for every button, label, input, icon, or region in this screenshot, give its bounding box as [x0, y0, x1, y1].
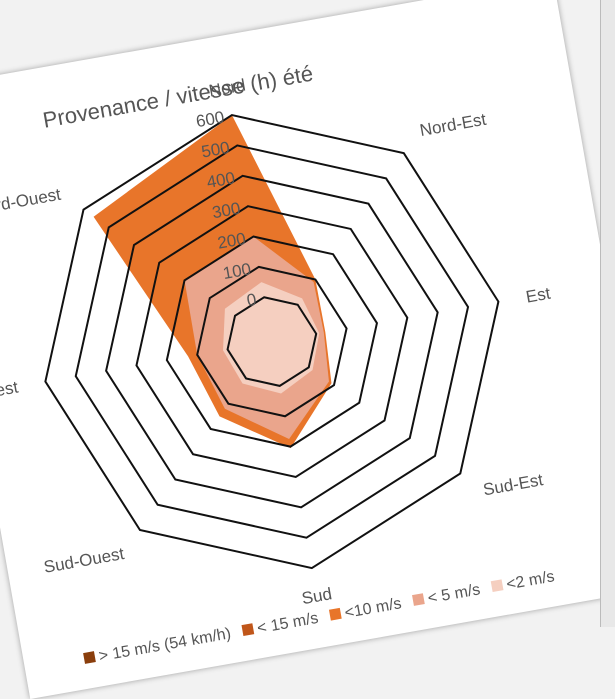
tick-layer: 0 100 200 300 400 500 600	[195, 108, 258, 311]
chart-title: Provenance / vitesse (h) été	[41, 61, 315, 133]
tick-label: 100	[221, 259, 252, 283]
category-label: Sud	[300, 584, 333, 608]
legend-label-2: <10 m/s	[343, 595, 402, 622]
legend-swatch-1	[241, 623, 255, 637]
category-label: Est	[524, 284, 552, 307]
legend-label-3: < 5 m/s	[426, 581, 481, 607]
category-label: Sud-Ouest	[42, 544, 126, 577]
legend-label-1: < 15 m/s	[256, 610, 320, 637]
tick-label: 600	[195, 108, 226, 132]
legend-swatch-2	[328, 607, 342, 621]
legend-swatch-4	[490, 579, 504, 593]
grid-ring-2	[165, 235, 379, 448]
tick-label: 300	[211, 199, 242, 223]
grid-ring-1	[196, 265, 348, 418]
grid-ring-0	[226, 296, 318, 387]
category-label: Nord-Ouest	[0, 185, 63, 219]
tick-label: 0	[245, 290, 258, 310]
adjacent-window-edge	[600, 0, 615, 627]
grid-layer	[44, 114, 500, 570]
tick-label: 500	[200, 138, 231, 162]
legend-label-0: > 15 m/s (54 km/h)	[98, 625, 233, 665]
grid-ring-4	[105, 174, 439, 509]
category-label: Sud-Est	[482, 470, 545, 499]
tick-label: 400	[205, 168, 236, 192]
grid-ring-3	[135, 205, 409, 479]
series-area-4	[223, 282, 320, 394]
category-label: Nord-Est	[418, 110, 488, 140]
legend-swatch-0	[83, 651, 96, 664]
tick-label: 200	[216, 229, 247, 253]
category-label: Ouest	[0, 377, 20, 404]
legend-label-4: <2 m/s	[505, 568, 556, 593]
grid-ring-6	[44, 114, 500, 570]
legend-swatch-3	[412, 593, 425, 606]
legend: > 15 m/s (54 km/h) < 15 m/s <10 m/s < 5 m/s…	[83, 568, 556, 665]
grid-ring-5	[74, 144, 470, 539]
